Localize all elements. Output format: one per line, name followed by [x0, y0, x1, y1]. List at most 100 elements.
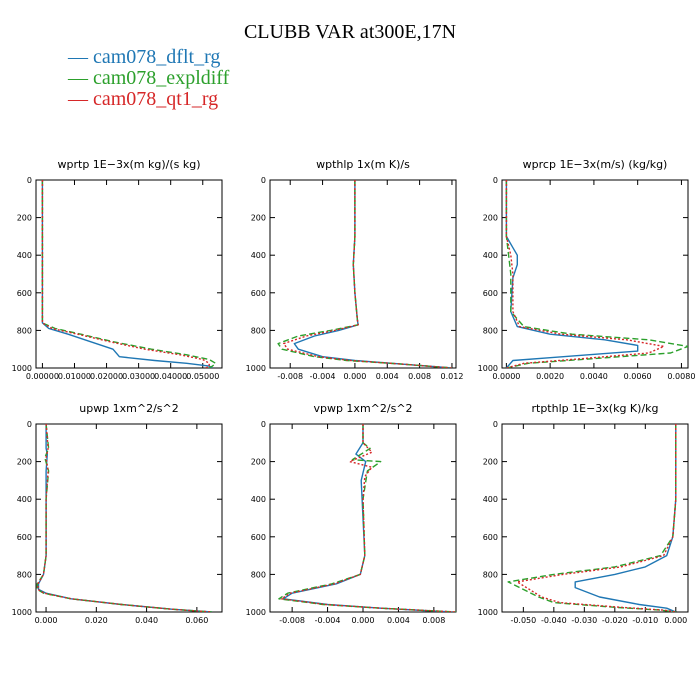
y-tick-label: 400: [251, 495, 266, 504]
y-tick-label: 800: [483, 326, 498, 335]
x-tick-label: 0.0040: [580, 372, 608, 381]
series-line-cam078_qt1_rg: [505, 180, 665, 368]
panel-title: rtpthlp 1E−3x(kg K)/kg: [531, 402, 658, 415]
y-tick-label: 600: [251, 533, 266, 542]
plot-frame: [35, 423, 223, 613]
x-tick-label: 0.000: [343, 372, 366, 381]
x-tick-label: 0.01000: [58, 372, 91, 381]
panel-5: vpwp 1xm^2/s^2 0 200 400 600 800 1000 -0.008 -0.…: [246, 402, 457, 625]
y-tick-label: 400: [251, 251, 266, 260]
x-tick-label: -0.040: [541, 616, 567, 625]
series-line-cam078_expldiff: [278, 424, 456, 612]
y-tick-label: 200: [251, 458, 266, 467]
y-tick-label: 1000: [12, 364, 32, 373]
legend: — cam078_dflt_rg— cam078_expldiff— cam07…: [67, 46, 230, 110]
panel-6: rtpthlp 1E−3x(kg K)/kg 0 200 400 600 800 1000 -…: [478, 402, 689, 625]
y-tick-label: 400: [17, 251, 32, 260]
panel-title: wpthlp 1x(m K)/s: [316, 158, 410, 171]
panel-title: wprtp 1E−3x(m kg)/(s kg): [58, 158, 201, 171]
x-tick-label: 0.0080: [667, 372, 695, 381]
x-tick-label: 0.0000: [492, 372, 520, 381]
x-tick-label: -0.020: [602, 616, 628, 625]
y-tick-label: 1000: [478, 608, 498, 617]
series-line-cam078_dflt_rg: [505, 180, 639, 368]
figure-title: CLUBB VAR at300E,17N: [244, 21, 456, 43]
y-tick-label: 800: [251, 326, 266, 335]
legend-label: cam078_expldiff: [93, 67, 230, 89]
y-tick-label: 0: [27, 176, 32, 185]
series-line-cam078_expldiff: [36, 424, 212, 612]
y-tick-label: 0: [493, 420, 498, 429]
y-tick-label: 1000: [246, 608, 266, 617]
series-line-cam078_dflt_rg: [293, 180, 453, 368]
x-tick-label: -0.008: [277, 372, 303, 381]
plot-frame: [35, 179, 223, 369]
x-tick-label: -0.004: [310, 372, 336, 381]
x-tick-label: 0.020: [85, 616, 108, 625]
y-tick-label: 400: [17, 495, 32, 504]
y-tick-label: 600: [483, 533, 498, 542]
y-tick-label: 0: [261, 420, 266, 429]
legend-label: cam078_dflt_rg: [93, 46, 220, 68]
x-tick-label: -0.010: [632, 616, 658, 625]
x-tick-label: 0.000: [664, 616, 687, 625]
x-tick-label: -0.030: [571, 616, 597, 625]
legend-entry-2: — cam078_qt1_rg: [67, 88, 218, 110]
legend-line-glyph: —: [67, 46, 93, 68]
legend-entry-0: — cam078_dflt_rg: [67, 46, 220, 68]
y-tick-label: 1000: [12, 608, 32, 617]
y-tick-label: 200: [483, 214, 498, 223]
y-tick-label: 0: [493, 176, 498, 185]
x-tick-label: 0.0020: [536, 372, 564, 381]
y-tick-label: 800: [17, 326, 32, 335]
y-tick-label: 600: [483, 289, 498, 298]
x-tick-label: -0.008: [279, 616, 305, 625]
plot-frame: [269, 179, 457, 369]
series-line-cam078_qt1_rg: [41, 180, 210, 368]
y-tick-label: 0: [27, 420, 32, 429]
y-tick-label: 200: [483, 458, 498, 467]
panels: wprtp 1E−3x(m kg)/(s kg) 0 200 400 600 800 100…: [12, 158, 696, 625]
y-tick-label: 1000: [478, 364, 498, 373]
series-line-cam078_expldiff: [277, 180, 453, 368]
legend-entry-1: — cam078_expldiff: [67, 67, 230, 89]
series-line-cam078_dflt_rg: [282, 424, 452, 612]
series-line-cam078_qt1_rg: [283, 180, 453, 368]
panel-title: vpwp 1xm^2/s^2: [313, 402, 412, 415]
legend-line-glyph: —: [67, 67, 93, 89]
panel-1: wprtp 1E−3x(m kg)/(s kg) 0 200 400 600 800 100…: [12, 158, 223, 381]
y-tick-label: 0: [261, 176, 266, 185]
x-tick-label: 0.00000: [26, 372, 59, 381]
y-tick-label: 400: [483, 495, 498, 504]
series-line-cam078_expldiff: [41, 180, 217, 368]
legend-label: cam078_qt1_rg: [93, 88, 218, 110]
x-tick-label: 0.060: [185, 616, 208, 625]
x-tick-label: -0.050: [510, 616, 536, 625]
series-line-cam078_expldiff: [505, 180, 688, 368]
series-line-cam078_dflt_rg: [41, 180, 213, 368]
x-tick-label: 0.05000: [186, 372, 219, 381]
y-tick-label: 1000: [246, 364, 266, 373]
y-tick-label: 600: [17, 533, 32, 542]
x-tick-label: 0.02000: [90, 372, 123, 381]
y-tick-label: 600: [251, 289, 266, 298]
plot-frame: [501, 179, 689, 369]
panel-title: wprcp 1E−3x(m/s) (kg/kg): [523, 158, 668, 171]
y-tick-label: 400: [483, 251, 498, 260]
series-line-cam078_dflt_rg: [37, 424, 212, 612]
x-tick-label: 0.0060: [624, 372, 652, 381]
panel-title: upwp 1xm^2/s^2: [79, 402, 179, 415]
x-tick-label: 0.040: [135, 616, 158, 625]
y-tick-label: 800: [483, 570, 498, 579]
x-tick-label: 0.000: [352, 616, 375, 625]
y-tick-label: 800: [251, 570, 266, 579]
series-line-cam078_qt1_rg: [516, 424, 677, 612]
series-line-cam078_qt1_rg: [37, 424, 212, 612]
x-tick-label: 0.004: [387, 616, 410, 625]
x-tick-label: -0.004: [315, 616, 341, 625]
x-tick-label: 0.000: [35, 616, 58, 625]
series-line-cam078_dflt_rg: [574, 424, 677, 612]
x-tick-label: 0.03000: [122, 372, 155, 381]
